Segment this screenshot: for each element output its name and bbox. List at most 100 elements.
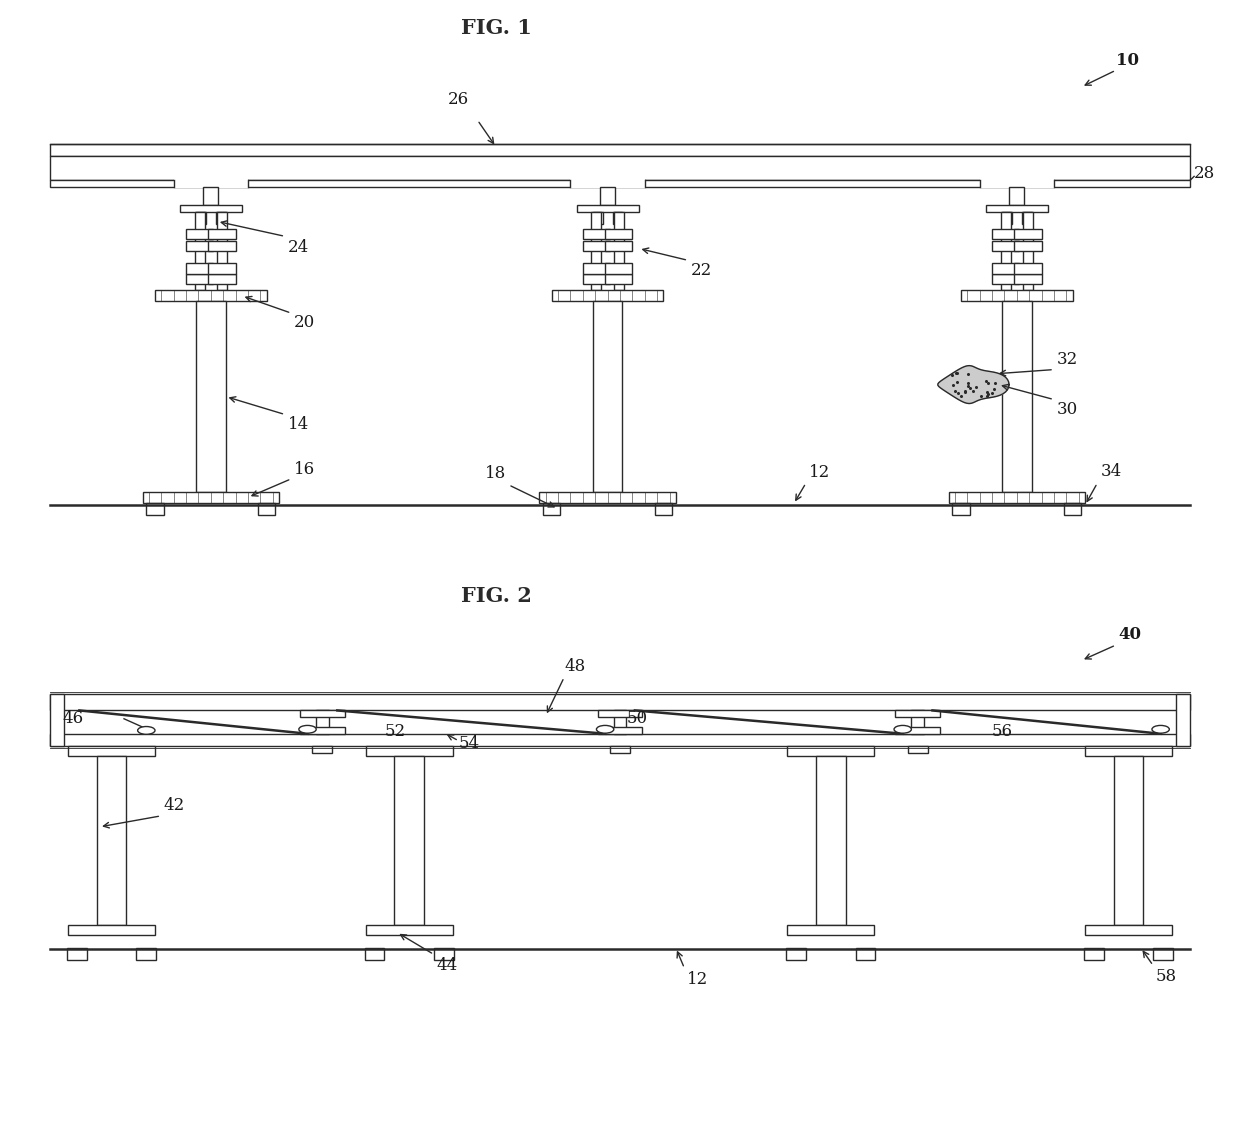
Bar (50, 156, 1190, 180)
Bar (949, 492, 1085, 503)
Text: 10: 10 (1116, 52, 1140, 69)
Text: 54: 54 (459, 735, 480, 753)
Bar (583, 274, 610, 284)
Bar (1176, 694, 1190, 746)
Text: 12: 12 (687, 971, 708, 988)
Text: 28: 28 (1194, 165, 1215, 182)
Circle shape (138, 727, 155, 735)
Text: 48: 48 (564, 658, 585, 675)
Text: 16: 16 (294, 461, 315, 478)
Bar (216, 213, 226, 224)
Bar (593, 213, 603, 224)
Bar (146, 503, 164, 515)
Bar (583, 241, 610, 251)
Bar (316, 711, 329, 734)
Bar (1084, 947, 1104, 960)
Bar (434, 947, 454, 960)
Text: 40: 40 (1118, 626, 1142, 643)
Bar (1014, 274, 1042, 284)
Bar (952, 503, 970, 515)
Bar (1002, 213, 1012, 224)
Text: 42: 42 (164, 797, 185, 814)
Bar (136, 947, 156, 960)
Bar (97, 756, 126, 925)
Bar (1085, 746, 1172, 756)
Bar (366, 746, 453, 756)
Bar (1001, 213, 1011, 291)
Text: FIG. 2: FIG. 2 (460, 585, 532, 606)
Bar (1023, 213, 1033, 291)
Bar (50, 694, 1190, 711)
Text: 56: 56 (992, 723, 1013, 740)
Circle shape (1152, 726, 1169, 734)
Bar (992, 241, 1019, 251)
Text: 30: 30 (1056, 402, 1078, 419)
Bar (1014, 229, 1042, 239)
Bar (68, 746, 155, 756)
Circle shape (894, 726, 911, 734)
Bar (570, 179, 645, 188)
Bar (992, 229, 1019, 239)
Bar (980, 179, 1054, 188)
Text: 58: 58 (1156, 968, 1177, 985)
Bar (614, 213, 624, 291)
Circle shape (596, 726, 614, 734)
Bar (598, 727, 642, 734)
Bar (787, 746, 874, 756)
Bar (552, 291, 663, 301)
Bar (986, 205, 1048, 213)
Bar (217, 213, 227, 291)
Bar (600, 187, 615, 205)
Text: 32: 32 (1056, 351, 1078, 368)
Bar (68, 925, 155, 935)
Bar (992, 274, 1019, 284)
Bar (605, 274, 632, 284)
Bar (786, 947, 806, 960)
Bar (895, 711, 940, 717)
Bar (1014, 241, 1042, 251)
Bar (1009, 187, 1024, 205)
Bar (598, 711, 642, 717)
Text: 12: 12 (808, 464, 830, 481)
Bar (208, 241, 236, 251)
Bar (655, 503, 672, 515)
Bar (186, 263, 213, 274)
Bar (186, 229, 213, 239)
Bar (186, 274, 213, 284)
Text: 18: 18 (485, 465, 506, 482)
Bar (911, 711, 924, 734)
Bar (180, 205, 242, 213)
Bar (1014, 263, 1042, 274)
Bar (583, 229, 610, 239)
Text: 34: 34 (1101, 463, 1122, 480)
Bar (856, 947, 875, 960)
Bar (614, 711, 626, 734)
Text: FIG. 1: FIG. 1 (460, 18, 532, 38)
Text: 46: 46 (62, 710, 83, 727)
Bar (577, 205, 639, 213)
Bar (394, 756, 424, 925)
Bar (155, 291, 267, 301)
Polygon shape (937, 366, 1009, 403)
Bar (186, 241, 213, 251)
Bar (1022, 213, 1032, 224)
Bar (196, 301, 226, 492)
Bar (1002, 301, 1032, 492)
Bar (605, 241, 632, 251)
Bar (787, 925, 874, 935)
Text: 50: 50 (626, 710, 647, 727)
Bar (258, 503, 275, 515)
Text: 52: 52 (384, 723, 405, 740)
Bar (816, 756, 846, 925)
Circle shape (299, 726, 316, 734)
Bar (1114, 756, 1143, 925)
Bar (366, 925, 453, 935)
Bar (908, 746, 928, 753)
Text: 20: 20 (294, 315, 315, 332)
Bar (203, 187, 218, 205)
Bar (208, 263, 236, 274)
Bar (583, 263, 610, 274)
Bar (208, 229, 236, 239)
Bar (605, 229, 632, 239)
Text: 26: 26 (448, 91, 470, 108)
